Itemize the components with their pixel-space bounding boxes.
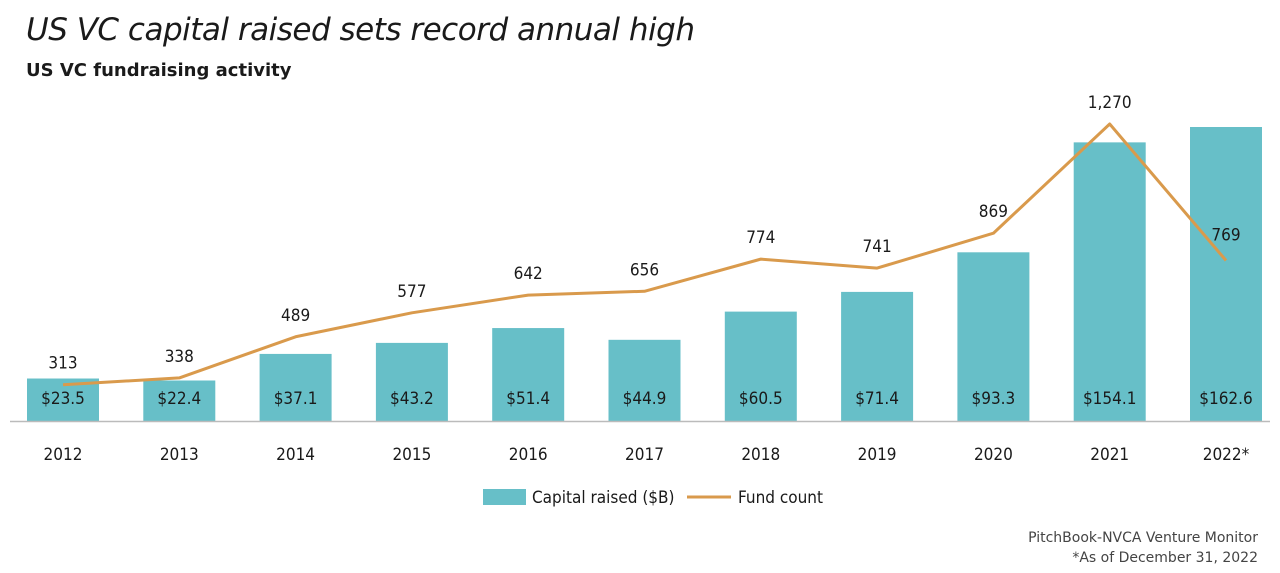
bar-value-label: $43.2 xyxy=(390,389,434,409)
bar-2014 xyxy=(259,353,332,421)
legend-line-label: Fund count xyxy=(738,488,823,508)
bar-2021 xyxy=(1073,142,1146,421)
x-tick-label: 2014 xyxy=(276,445,315,465)
legend-bar-label: Capital raised ($B) xyxy=(532,488,675,508)
bar-2020 xyxy=(957,252,1030,421)
bar-2013 xyxy=(143,380,216,421)
line-value-label: 642 xyxy=(514,264,543,284)
x-tick-label: 2013 xyxy=(160,445,199,465)
legend-bar-swatch xyxy=(483,489,526,505)
x-tick-label: 2017 xyxy=(625,445,664,465)
bar-2018 xyxy=(724,311,797,421)
line-value-label: 769 xyxy=(1211,225,1240,245)
line-value-label: 869 xyxy=(979,202,1008,222)
bar-value-label: $71.4 xyxy=(855,389,899,409)
x-tick-label: 2016 xyxy=(509,445,548,465)
legend: Capital raised ($B) Fund count xyxy=(483,488,823,508)
line-value-label: 489 xyxy=(281,306,310,326)
bar-2019 xyxy=(841,291,914,421)
line-value-label: 577 xyxy=(397,282,426,302)
bar-value-label: $51.4 xyxy=(506,389,550,409)
x-tick-label: 2012 xyxy=(44,445,83,465)
bar-value-label: $22.4 xyxy=(157,389,201,409)
bar-2022* xyxy=(1190,127,1262,421)
footnote-text: *As of December 31, 2022 xyxy=(1072,550,1258,566)
bar-value-label: $162.6 xyxy=(1199,389,1253,409)
line-value-label: 656 xyxy=(630,260,659,280)
bar-2017 xyxy=(608,339,681,421)
bar-value-label: $44.9 xyxy=(623,389,667,409)
x-tick-label: 2018 xyxy=(741,445,780,465)
line-value-label: 741 xyxy=(863,237,892,257)
line-value-label: 313 xyxy=(48,354,77,374)
bars-layer xyxy=(27,127,1262,421)
x-tick-label: 2022* xyxy=(1203,445,1250,465)
chart-subtitle: US VC fundraising activity xyxy=(26,60,292,81)
bar-value-label: $60.5 xyxy=(739,389,783,409)
bar-2016 xyxy=(492,328,565,421)
bar-value-label: $23.5 xyxy=(41,389,85,409)
line-value-label: 774 xyxy=(746,228,775,248)
x-tick-label: 2015 xyxy=(392,445,431,465)
chart-title: US VC capital raised sets record annual … xyxy=(26,12,695,48)
line-value-label: 1,270 xyxy=(1088,93,1132,113)
bar-value-label: $154.1 xyxy=(1083,389,1137,409)
x-tick-label: 2021 xyxy=(1090,445,1129,465)
line-value-label: 338 xyxy=(165,347,194,367)
x-tick-label: 2020 xyxy=(974,445,1013,465)
bar-2012 xyxy=(27,378,99,421)
bar-2015 xyxy=(375,342,448,421)
source-text: PitchBook-NVCA Venture Monitor xyxy=(1028,530,1258,546)
line-layer xyxy=(62,122,1228,387)
source-note: PitchBook-NVCA Venture Monitor *As of De… xyxy=(1028,528,1258,568)
labels-layer: $23.5 2012 $22.4 2013 $37.1 2014 $43.2 2015 $51.… xyxy=(41,93,1253,465)
bar-value-label: $93.3 xyxy=(972,389,1016,409)
bar-value-label: $37.1 xyxy=(274,389,318,409)
x-tick-label: 2019 xyxy=(858,445,897,465)
